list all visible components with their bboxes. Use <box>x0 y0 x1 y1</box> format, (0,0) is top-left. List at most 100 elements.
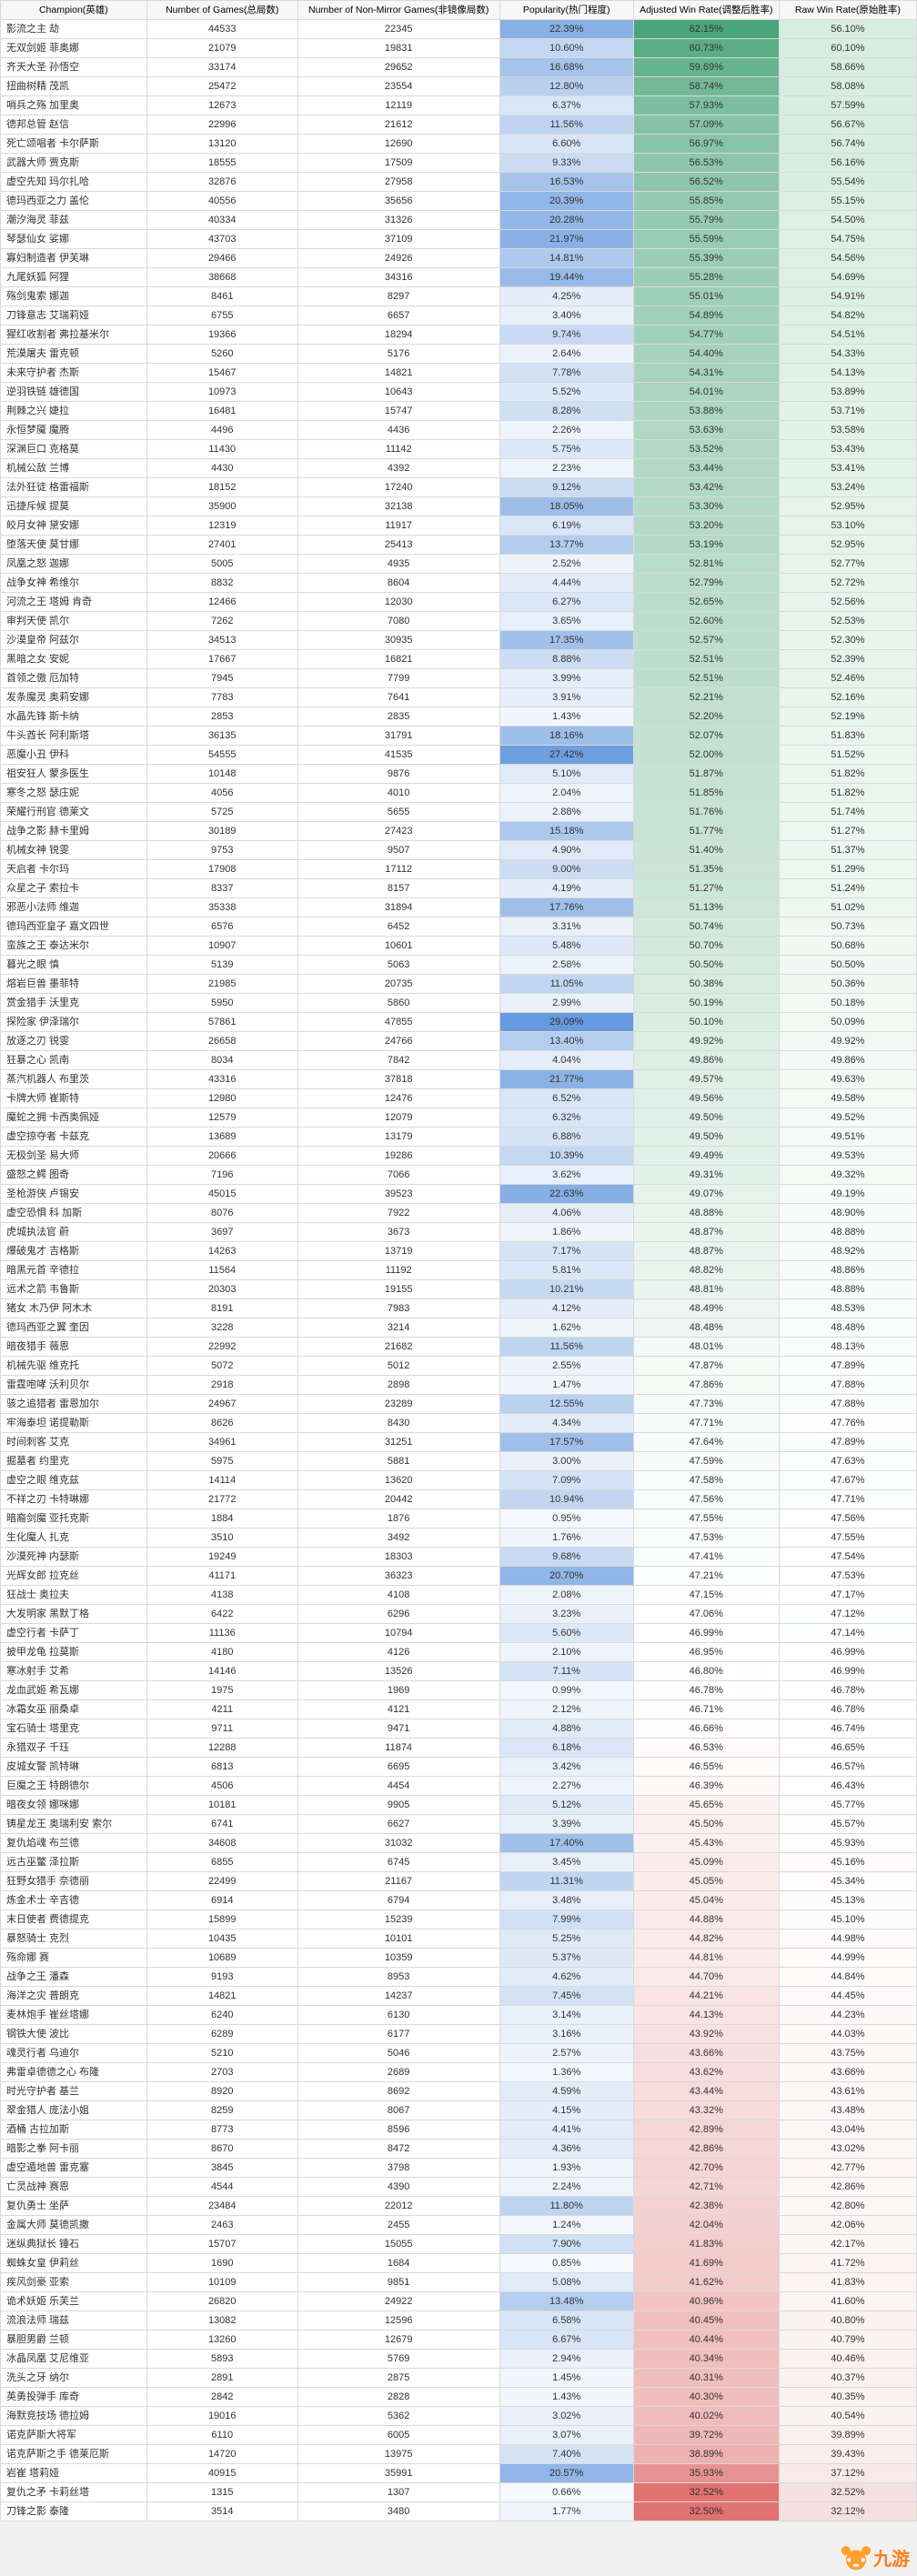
cell: 3214 <box>297 1318 499 1338</box>
cell: 机械先驱 维克托 <box>1 1357 147 1376</box>
table-row: 未来守护者 杰斯15467148217.78%54.31%54.13% <box>1 364 917 383</box>
cell: 9.12% <box>499 478 633 497</box>
cell: 17240 <box>297 478 499 497</box>
cell: 19016 <box>146 2407 297 2426</box>
cell: 14821 <box>146 1987 297 2006</box>
cell: 41.72% <box>779 2254 916 2273</box>
table-row: 荆棘之兴 婕拉16481157478.28%53.88%53.71% <box>1 402 917 421</box>
cell: 3.39% <box>499 1815 633 1834</box>
cell: 虚空行者 卡萨丁 <box>1 1624 147 1643</box>
cell: 魔蛇之拥 卡西奥佩娅 <box>1 1108 147 1128</box>
cell: 47.59% <box>633 1452 779 1471</box>
cell: 54.13% <box>779 364 916 383</box>
cell: 哨兵之殇 加里奥 <box>1 96 147 115</box>
cell: 53.58% <box>779 421 916 440</box>
cell: 疾风剑豪 亚索 <box>1 2273 147 2292</box>
cell: 49.92% <box>779 1032 916 1051</box>
cell: 56.97% <box>633 135 779 154</box>
cell: 23289 <box>297 1395 499 1414</box>
cell: 7.99% <box>499 1910 633 1929</box>
cell: 12673 <box>146 96 297 115</box>
cell: 54.33% <box>779 345 916 364</box>
table-row: 赏金猎手 沃里克595058602.99%50.19%50.18% <box>1 994 917 1013</box>
cell: 55.79% <box>633 211 779 230</box>
cell: 6813 <box>146 1758 297 1777</box>
cell: 48.01% <box>633 1338 779 1357</box>
cell: 53.24% <box>779 478 916 497</box>
cell: 金属大师 莫德凯撒 <box>1 2216 147 2235</box>
table-row: 宝石骑士 塔里克971194714.88%46.66%46.74% <box>1 1719 917 1739</box>
cell: 56.10% <box>779 20 916 39</box>
cell: 11.56% <box>499 115 633 135</box>
table-row: 德邦总管 赵信229962161211.56%57.09%56.67% <box>1 115 917 135</box>
table-row: 诡术妖姬 乐芙兰268202492213.48%40.96%41.60% <box>1 2292 917 2311</box>
cell: 狂暴之心 凯南 <box>1 1051 147 1070</box>
cell: 26658 <box>146 1032 297 1051</box>
cell: 战争之王 潘森 <box>1 1968 147 1987</box>
cell: 51.35% <box>633 860 779 879</box>
cell: 50.70% <box>633 937 779 956</box>
cell: 16.53% <box>499 173 633 192</box>
cell: 弗雷卓德德之心 布隆 <box>1 2063 147 2082</box>
cell: 34608 <box>146 1834 297 1853</box>
cell: 22.39% <box>499 20 633 39</box>
cell: 机械女神 锐雯 <box>1 841 147 860</box>
cell: 45.43% <box>633 1834 779 1853</box>
cell: 44.98% <box>779 1929 916 1949</box>
cell: 53.63% <box>633 421 779 440</box>
table-row: 无双剑姬 菲奥娜210791983110.60%60.73%60.10% <box>1 39 917 58</box>
cell: 8076 <box>146 1204 297 1223</box>
cell: 34513 <box>146 631 297 650</box>
cell: 4935 <box>297 555 499 574</box>
table-row: 暗裔剑魔 亚托克斯188418760.95%47.55%47.56% <box>1 1509 917 1529</box>
cell: 42.06% <box>779 2216 916 2235</box>
table-row: 永猎双子 千珏12288118746.18%46.53%46.65% <box>1 1739 917 1758</box>
cell: 35338 <box>146 898 297 917</box>
cell: 6.88% <box>499 1128 633 1147</box>
cell: 生化魔人 扎克 <box>1 1529 147 1548</box>
cell: 武器大师 贾克斯 <box>1 154 147 173</box>
cell: 40.34% <box>633 2350 779 2369</box>
cell: 49.32% <box>779 1166 916 1185</box>
cell: 麦林炮手 崔丝塔娜 <box>1 2006 147 2025</box>
cell: 37818 <box>297 1070 499 1089</box>
cell: 15707 <box>146 2235 297 2254</box>
cell: 5.08% <box>499 2273 633 2292</box>
cell: 12679 <box>297 2330 499 2350</box>
cell: 49.31% <box>633 1166 779 1185</box>
cell: 40.80% <box>779 2311 916 2330</box>
table-row: 虚空掠夺者 卡兹克13689131796.88%49.50%49.51% <box>1 1128 917 1147</box>
cell: 2.24% <box>499 2178 633 2197</box>
cell: 3.91% <box>499 688 633 707</box>
cell: 暗影之拳 阿卡丽 <box>1 2140 147 2159</box>
cell: 德玛西亚之力 盖伦 <box>1 192 147 211</box>
table-row: 虎城执法官 蔚369736731.86%48.87%48.88% <box>1 1223 917 1242</box>
cell: 19831 <box>297 39 499 58</box>
cell: 47.67% <box>779 1471 916 1490</box>
cell: 52.39% <box>779 650 916 669</box>
cell: 15899 <box>146 1910 297 1929</box>
cell: 7641 <box>297 688 499 707</box>
table-row: 魂灵行者 乌迪尔521050462.57%43.66%43.75% <box>1 2044 917 2063</box>
cell: 49.86% <box>779 1051 916 1070</box>
cell: 47.53% <box>779 1567 916 1586</box>
cell: 大发明家 黑默丁格 <box>1 1605 147 1624</box>
cell: 海默竞技场 德拉姆 <box>1 2407 147 2426</box>
cell: 9905 <box>297 1796 499 1815</box>
cell: 4126 <box>297 1643 499 1662</box>
cell: 6177 <box>297 2025 499 2044</box>
cell: 48.53% <box>779 1299 916 1318</box>
cell: 13.40% <box>499 1032 633 1051</box>
cell: 46.78% <box>779 1700 916 1719</box>
cell: 虚空遁地兽 雷克塞 <box>1 2159 147 2178</box>
cell: 盛怒之鳄 图奇 <box>1 1166 147 1185</box>
cell: 0.95% <box>499 1509 633 1529</box>
table-row: 亡灵战神 赛恩454443902.24%42.71%42.86% <box>1 2178 917 2197</box>
cell: 铸星龙王 奥瑞利安 索尔 <box>1 1815 147 1834</box>
cell: 19286 <box>297 1147 499 1166</box>
cell: 48.88% <box>779 1280 916 1299</box>
cell: 7066 <box>297 1166 499 1185</box>
cell: 5769 <box>297 2350 499 2369</box>
cell: 5.25% <box>499 1929 633 1949</box>
cell: 永猎双子 千珏 <box>1 1739 147 1758</box>
